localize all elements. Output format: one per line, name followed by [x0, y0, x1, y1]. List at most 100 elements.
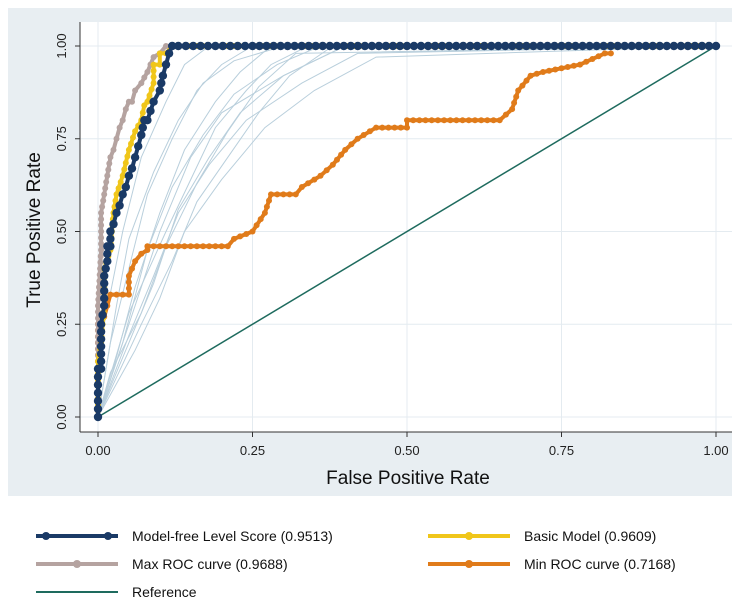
data-point [106, 160, 113, 167]
data-point [106, 227, 115, 236]
data-point [669, 41, 679, 51]
data-point [374, 41, 384, 51]
data-point [484, 117, 491, 124]
data-point [149, 97, 158, 106]
data-point [388, 41, 398, 51]
data-point [317, 172, 324, 179]
data-point [189, 41, 198, 51]
data-point [339, 41, 348, 51]
data-point [571, 41, 580, 51]
data-point [465, 117, 472, 124]
x-tick-label: 0.75 [549, 443, 574, 458]
data-point [96, 334, 106, 344]
data-point [402, 41, 412, 51]
data-point [132, 258, 139, 265]
data-point [164, 49, 174, 58]
legend-label-max-roc: Max ROC curve (0.9688) [132, 556, 288, 572]
data-point [552, 66, 559, 73]
data-point [146, 106, 155, 116]
legend-item-basic-model: Basic Model (0.9609) [428, 524, 656, 548]
data-point [125, 273, 132, 279]
data-point [125, 285, 132, 292]
data-point [348, 141, 355, 148]
data-point [237, 233, 244, 240]
data-point [490, 117, 497, 124]
data-point [100, 271, 109, 281]
data-point [100, 197, 107, 204]
y-tick-label: 1.00 [54, 33, 69, 58]
series-model-free-level-score-0-9513 [93, 41, 721, 422]
data-point [118, 190, 127, 199]
data-point [115, 185, 122, 192]
data-point [391, 124, 398, 131]
background-curve-6 [97, 45, 716, 418]
x-ticks: 0.00 0.25 0.50 0.75 1.00 [85, 432, 729, 458]
data-point [98, 228, 105, 235]
data-point [248, 41, 257, 51]
data-point [93, 404, 103, 414]
data-point [266, 197, 272, 204]
data-point [325, 41, 334, 51]
data-point [93, 396, 103, 406]
data-point [276, 41, 285, 51]
data-point [98, 209, 105, 216]
data-point [711, 41, 721, 51]
data-point [379, 124, 386, 131]
data-point [181, 41, 190, 51]
data-point [97, 265, 104, 272]
data-point [113, 135, 120, 142]
data-point [543, 41, 552, 51]
data-point [132, 128, 139, 135]
data-point [143, 116, 152, 125]
data-point [206, 243, 213, 250]
x-tick-label: 0.50 [394, 443, 419, 458]
data-point [261, 209, 268, 216]
data-point [577, 61, 583, 68]
data-point [144, 243, 151, 250]
data-point [478, 117, 485, 124]
background-curve-9 [97, 45, 716, 418]
data-point [570, 62, 577, 69]
data-point [138, 250, 145, 257]
legend-item-reference: Reference [36, 580, 197, 604]
data-point [508, 41, 517, 51]
data-point [511, 99, 518, 106]
data-point [110, 146, 117, 153]
data-point [513, 93, 520, 100]
data-point [515, 41, 524, 51]
data-point [269, 41, 278, 51]
legend-swatch-max-roc [36, 552, 118, 576]
data-point [129, 265, 135, 272]
data-point [187, 243, 194, 250]
data-point [125, 146, 132, 153]
data-point [148, 86, 155, 93]
data-point [125, 291, 132, 298]
data-point [634, 41, 643, 51]
data-point [280, 191, 287, 198]
data-point [100, 294, 109, 303]
y-tick-label: 0.50 [54, 219, 69, 244]
data-point [329, 161, 336, 168]
series-lines [93, 41, 721, 422]
data-point [253, 222, 260, 229]
data-point [106, 242, 115, 251]
data-point [93, 380, 103, 389]
data-point [95, 302, 101, 309]
data-point [226, 41, 235, 51]
data-point [127, 164, 137, 173]
data-point [124, 171, 134, 180]
data-point [150, 61, 157, 68]
data-point [124, 153, 131, 160]
data-point [676, 41, 686, 51]
data-point [522, 41, 531, 51]
legend: Model-free Level Score (0.9513) Basic Mo… [36, 524, 726, 612]
data-point [98, 310, 107, 320]
data-point [129, 98, 135, 105]
background-curve-1 [97, 45, 716, 418]
data-point [704, 41, 714, 51]
y-tick-label: 0.00 [54, 404, 69, 429]
data-point [423, 41, 433, 51]
data-point [595, 53, 602, 60]
legend-label-min-roc: Min ROC curve (0.7168) [524, 556, 676, 572]
data-point [119, 172, 126, 179]
